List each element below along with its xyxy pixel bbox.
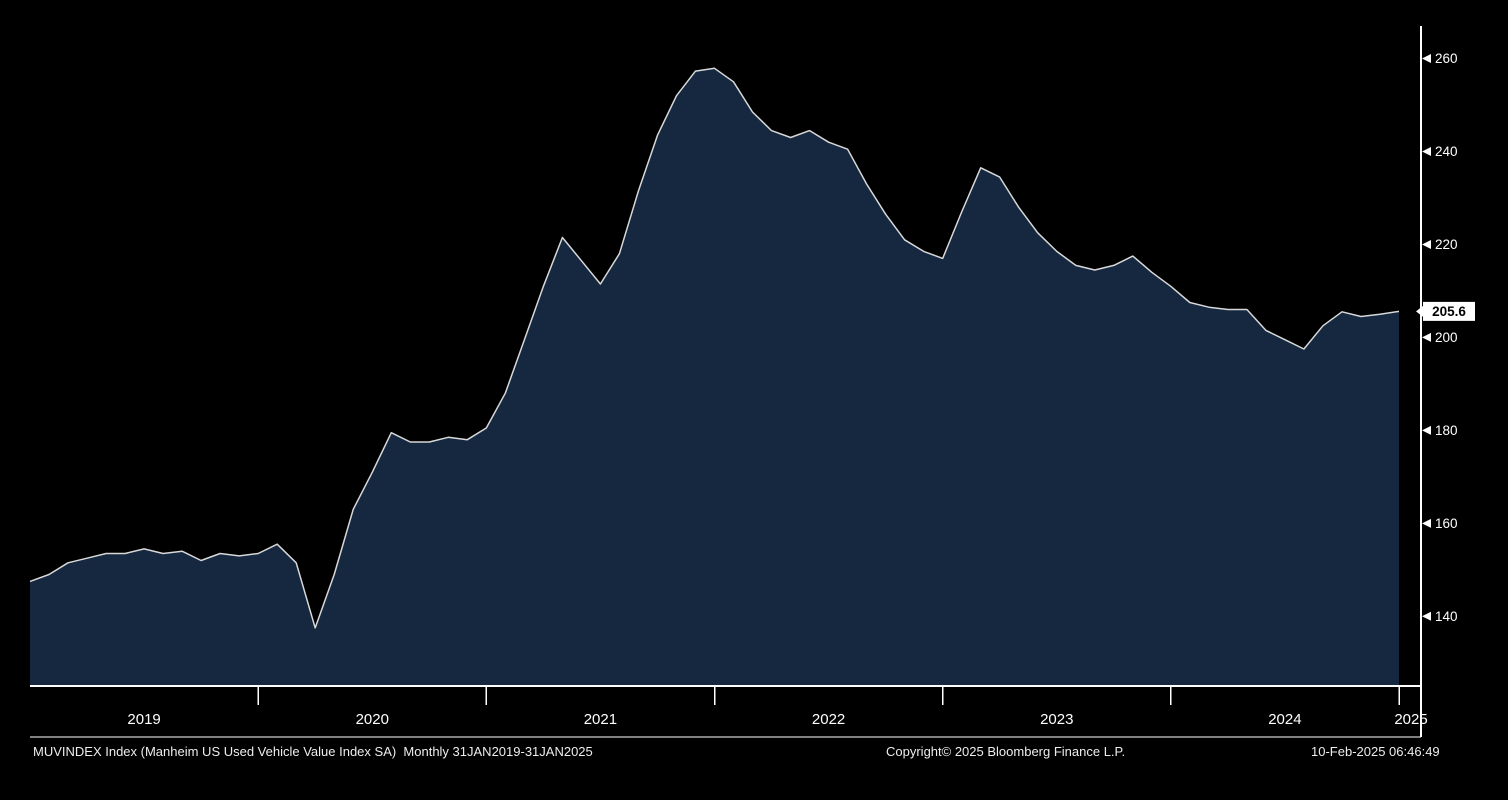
- x-axis-year-label: 2025: [1394, 711, 1427, 728]
- x-axis-year-label: 2021: [584, 711, 617, 728]
- y-axis-tick-label: 200: [1435, 330, 1458, 345]
- last-value-box: [1423, 301, 1475, 321]
- y-axis-tick-label: 140: [1435, 609, 1458, 624]
- footer-security-info: MUVINDEX Index (Manheim US Used Vehicle …: [33, 744, 593, 759]
- y-axis-tick-arrow: [1422, 332, 1431, 342]
- x-axis-year-label: 2019: [127, 711, 160, 728]
- area-fill: [30, 68, 1399, 687]
- y-axis-tick-arrow: [1422, 425, 1431, 435]
- y-axis-tick-label: 260: [1435, 51, 1458, 66]
- y-axis-tick-label: 220: [1435, 237, 1458, 252]
- price-line: [29, 67, 1400, 629]
- y-axis-tick-arrow: [1422, 54, 1431, 64]
- x-axis-year-label: 2024: [1268, 711, 1301, 728]
- footer-copyright: Copyright© 2025 Bloomberg Finance L.P.: [886, 744, 1126, 759]
- x-axis-year-label: 2023: [1040, 711, 1073, 728]
- y-axis-tick-label: 180: [1435, 423, 1458, 438]
- footer-timestamp: 10-Feb-2025 06:46:49: [1311, 744, 1440, 759]
- y-axis-tick-arrow: [1422, 611, 1431, 621]
- y-axis-tick-arrow: [1422, 146, 1431, 156]
- x-axis-year-label: 2020: [356, 711, 389, 728]
- y-axis-tick-label: 240: [1435, 144, 1458, 159]
- y-axis-tick-arrow: [1422, 239, 1431, 249]
- y-axis-tick-arrow: [1422, 518, 1431, 528]
- last-value-pointer: [1416, 304, 1425, 319]
- y-axis-tick-label: 160: [1435, 516, 1458, 531]
- last-value-label: 205.6: [1432, 304, 1466, 319]
- x-axis-year-label: 2022: [812, 711, 845, 728]
- chart-plot-area[interactable]: [30, 26, 1421, 686]
